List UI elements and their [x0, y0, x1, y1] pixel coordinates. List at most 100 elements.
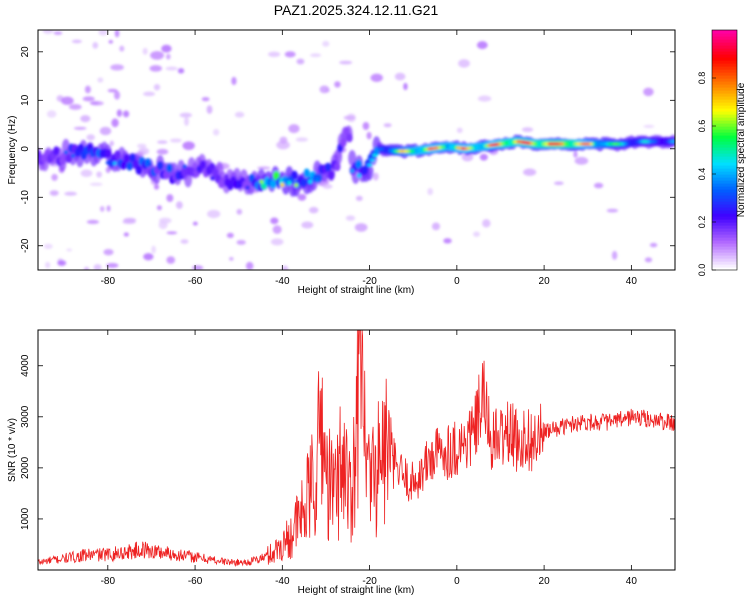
- spectrogram-cell: [182, 164, 187, 169]
- colorbar-tick-label: 0.2: [697, 216, 707, 229]
- spectrogram-cell: [61, 96, 74, 105]
- colorbar-cell: [712, 129, 737, 133]
- spectrogram-cell: [224, 174, 229, 179]
- colorbar-cell: [712, 66, 737, 70]
- spectrogram-cell: [135, 165, 142, 175]
- spectrogram-cell: [166, 53, 171, 60]
- colorbar-cell: [712, 84, 737, 88]
- colorbar-cell: [712, 150, 737, 154]
- colorbar-cell: [712, 132, 737, 136]
- spectrogram-cell: [268, 51, 281, 57]
- colorbar-cell: [712, 204, 737, 208]
- spectrogram-cell: [296, 58, 305, 65]
- spectrogram-panel: -80 -60 -40 -20 0 20 40 -20 -10 0 10 20 Height of …: [7, 29, 676, 296]
- spectrogram-cell: [319, 85, 330, 94]
- spectrogram-cell: [593, 182, 604, 189]
- colorbar-cell: [712, 159, 737, 163]
- spectrogram-cell: [51, 173, 58, 181]
- spectrogram-cell: [357, 173, 362, 178]
- snr-frame: [37, 329, 676, 571]
- colorbar-cell: [712, 249, 737, 253]
- colorbar-cell: [712, 180, 737, 184]
- colorbar-cell: [712, 189, 737, 193]
- colorbar-cell: [712, 237, 737, 241]
- spectrogram-cell: [179, 112, 193, 118]
- colorbar-cell: [712, 165, 737, 169]
- spectrogram-x-tick-label: -40: [275, 276, 290, 287]
- spectrogram-frame: [37, 29, 676, 271]
- colorbar-cell: [712, 48, 737, 52]
- spectrogram-cell: [149, 65, 163, 72]
- snr-x-tick-label: 40: [626, 576, 638, 587]
- colorbar-cell: [712, 252, 737, 256]
- colorbar-cell: [712, 255, 737, 259]
- colorbar-cell: [712, 135, 737, 139]
- snr-series-line: [38, 330, 675, 567]
- spectrogram-cell: [523, 168, 537, 176]
- colorbar-cell: [712, 216, 737, 220]
- colorbar-cell: [712, 174, 737, 178]
- spectrogram-cell: [111, 118, 119, 128]
- spectrogram-y-tick-label: 10: [20, 94, 31, 106]
- colorbar-cell: [712, 138, 737, 142]
- spectrogram-xlabel: Height of straight line (km): [298, 285, 415, 296]
- spectrogram-cell: [340, 138, 347, 148]
- spectrogram-cell: [107, 88, 118, 93]
- colorbar-cell: [712, 51, 737, 55]
- spectrogram-cell: [346, 133, 353, 143]
- colorbar-cell: [712, 105, 737, 109]
- colorbar-cell: [712, 108, 737, 112]
- colorbar-cell: [712, 93, 737, 97]
- spectrogram-cell: [166, 194, 174, 202]
- spectrogram-cell: [103, 248, 114, 256]
- spectrogram-cell: [643, 87, 654, 97]
- spectrogram-cell: [42, 30, 54, 34]
- colorbar-cell: [712, 87, 737, 91]
- colorbar-cell: [712, 213, 737, 217]
- spectrogram-cell: [143, 253, 154, 261]
- spectrogram-x-tick-label: -60: [188, 276, 203, 287]
- colorbar-cell: [712, 45, 737, 49]
- spectrogram-cell: [157, 140, 168, 144]
- spectrogram-cell: [521, 127, 534, 133]
- spectrogram-cell: [245, 261, 254, 270]
- spectrogram-cell: [482, 219, 491, 228]
- spectrogram-cell: [153, 184, 160, 190]
- spectrogram-cell: [143, 91, 156, 97]
- spectrogram-cell: [163, 170, 170, 180]
- colorbar-cell: [712, 102, 737, 106]
- colorbar: 0.0 0.2 0.4 0.6 0.8 Normalized spectral ampl…: [697, 29, 747, 276]
- spectrogram-cell: [82, 96, 95, 102]
- colorbar-cell: [712, 210, 737, 214]
- spectrogram-heat-layer: [38, 30, 675, 270]
- colorbar-cell: [712, 153, 737, 157]
- spectrogram-cell: [80, 169, 93, 177]
- spectrogram-cell: [122, 219, 136, 224]
- colorbar-cell: [712, 75, 737, 79]
- colorbar-cell: [712, 162, 737, 166]
- spectrogram-cell: [403, 82, 408, 91]
- spectrogram-cell: [89, 101, 99, 105]
- spectrogram-cell: [73, 126, 87, 130]
- spectrogram-cell: [327, 170, 335, 180]
- spectrogram-cell: [106, 263, 119, 268]
- spectrogram-cell: [156, 148, 169, 155]
- colorbar-cell: [712, 33, 737, 37]
- colorbar-cell: [712, 63, 737, 67]
- snr-plot-area: [38, 330, 675, 570]
- spectrogram-cell: [93, 264, 102, 270]
- spectrogram-ylabel: Frequency (Hz): [7, 116, 18, 185]
- spectrogram-cell: [553, 181, 564, 186]
- snr-y-tick-label: 4000: [20, 354, 31, 377]
- spectrogram-cell: [120, 160, 127, 170]
- snr-panel: -80 -60 -40 -20 0 20 40 1000 2000 3000 4000 Heigh…: [7, 329, 676, 596]
- snr-x-tick-label: -80: [101, 576, 116, 587]
- spectrogram-cell: [166, 163, 173, 173]
- colorbar-cell: [712, 231, 737, 235]
- spectrogram-cell: [97, 77, 104, 83]
- spectrogram-cell: [354, 223, 368, 232]
- colorbar-tick-label: 0.8: [697, 72, 707, 85]
- spectrogram-cell: [86, 134, 95, 141]
- snr-y-axis: 1000 2000 3000 4000: [20, 354, 675, 530]
